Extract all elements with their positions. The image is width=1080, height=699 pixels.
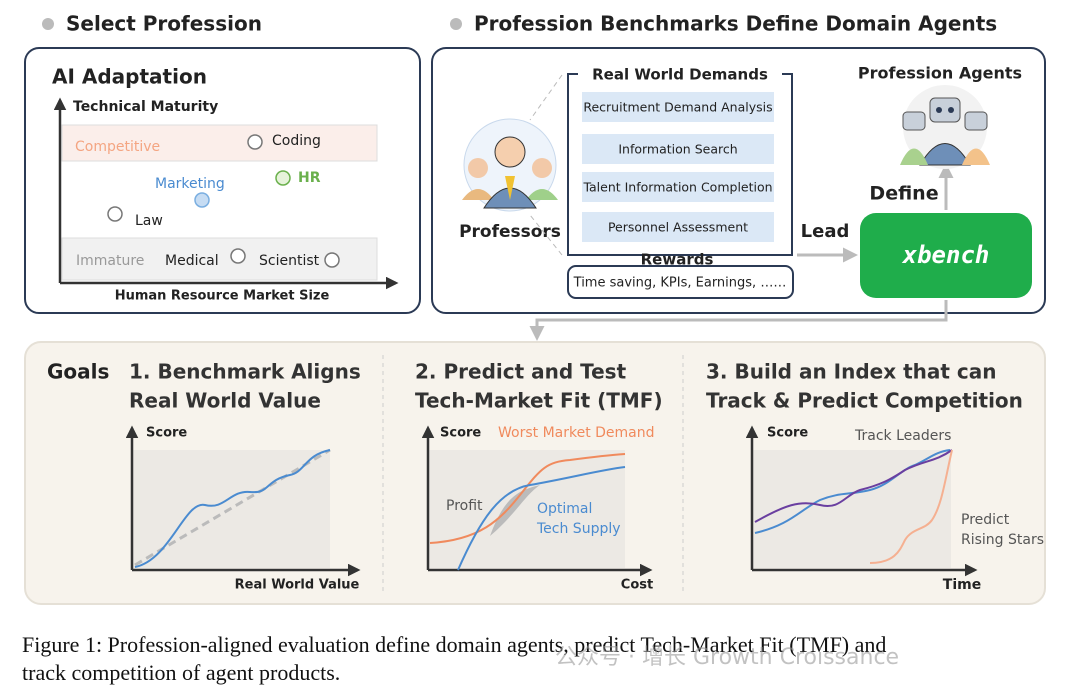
section-heading: Select Profession	[66, 12, 262, 36]
rewards: Time saving, KPIs, Earnings, ……	[573, 276, 787, 291]
curve	[754, 449, 953, 523]
section-heading: Profession Benchmarks Define Domain Agen…	[474, 12, 997, 36]
profession: Scientist	[259, 253, 320, 269]
curve	[754, 449, 951, 534]
demand: Recruitment Demand Analysis	[583, 100, 772, 115]
profession: Marketing	[155, 176, 225, 192]
dot	[194, 192, 210, 208]
label: Define	[869, 183, 938, 205]
annotation: Rising Stars	[961, 532, 1044, 548]
bracket	[567, 73, 793, 256]
band-label: Immature	[76, 253, 144, 269]
axis-label: Cost	[621, 578, 653, 593]
profession: HR	[298, 170, 321, 186]
robot-icon	[900, 85, 990, 169]
curve	[429, 453, 626, 544]
curve	[134, 449, 331, 568]
goal-title: Real World Value	[129, 389, 321, 413]
dot	[230, 248, 246, 264]
annotation: Worst Market Demand	[498, 425, 655, 441]
demand-box	[582, 134, 774, 164]
goal-title: Track & Predict Competition	[706, 389, 1023, 413]
dot	[247, 134, 263, 150]
bullet	[42, 18, 54, 30]
panel-title: AI Adaptation	[52, 65, 207, 89]
dot	[275, 170, 291, 186]
axis-label: Score	[767, 426, 808, 441]
rewards-box	[567, 265, 794, 299]
box-title: Rewards	[641, 251, 714, 269]
goal-title: 3. Build an Index that can	[706, 360, 996, 384]
profession: Medical	[165, 253, 219, 269]
annotation: Predict	[961, 512, 1010, 528]
label: Professors	[459, 222, 561, 242]
box-title: Real World Demands	[592, 66, 768, 84]
dot	[324, 252, 340, 268]
axis-label: Score	[440, 426, 481, 441]
axis-label: Real World Value	[235, 578, 360, 593]
goal-title: Tech-Market Fit (TMF)	[415, 389, 663, 413]
goal-title: 1. Benchmark Aligns	[129, 360, 361, 384]
diagonal	[134, 448, 331, 567]
profession: Law	[135, 213, 163, 229]
annotation: Optimal	[537, 501, 592, 517]
demand: Talent Information Completion	[582, 180, 772, 195]
profit-area	[490, 485, 540, 536]
dot	[107, 206, 123, 222]
band-label: Competitive	[75, 139, 160, 155]
bullet	[450, 18, 462, 30]
xbench-box	[860, 213, 1032, 298]
watermark: 公众号 · 增长 Growth Croissance	[555, 645, 899, 670]
axis-label: Human Resource Market Size	[115, 289, 330, 304]
annotation: Tech Supply	[536, 521, 621, 537]
curve	[869, 449, 953, 564]
caption: Figure 1: Profession-aligned evaluation …	[22, 632, 886, 657]
axis-label: Technical Maturity	[73, 99, 218, 115]
xbench: xbench	[902, 241, 990, 269]
professor-icon	[462, 118, 558, 212]
profession: Coding	[272, 133, 321, 149]
connector	[529, 74, 563, 121]
demand-box	[582, 212, 774, 242]
annotation: Profit	[446, 498, 483, 514]
arrow	[529, 300, 948, 341]
plot-area	[753, 450, 951, 568]
band	[61, 124, 378, 162]
demand: Personnel Assessment	[608, 220, 748, 235]
axis-label: Score	[146, 426, 187, 441]
demand-box	[582, 172, 774, 202]
demand-box	[582, 92, 774, 122]
label: Lead	[801, 221, 850, 242]
annotation: Track Leaders	[854, 428, 951, 444]
goals-title: Goals	[47, 360, 109, 384]
plot-area	[429, 450, 625, 568]
label: Profession Agents	[858, 64, 1022, 83]
goal-title: 2. Predict and Test	[415, 360, 627, 384]
curve	[457, 466, 626, 571]
axis-label: Time	[943, 577, 981, 593]
caption: track competition of agent products.	[22, 660, 340, 685]
demand: Information Search	[618, 142, 737, 157]
